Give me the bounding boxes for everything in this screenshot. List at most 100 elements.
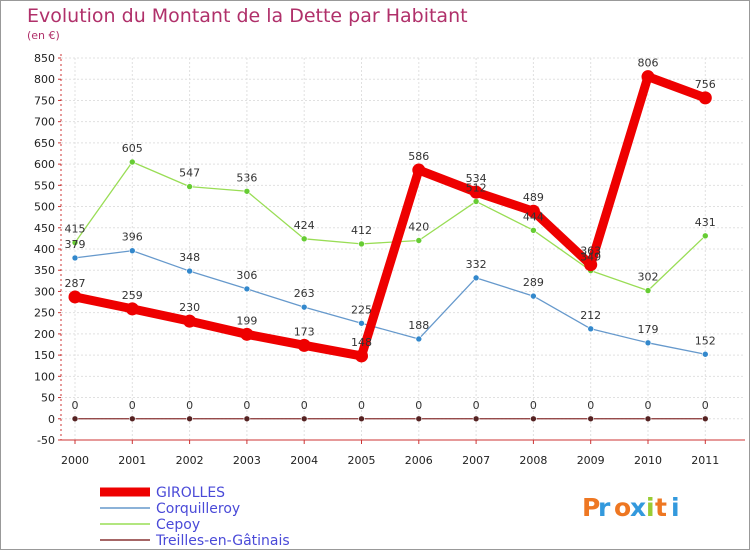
series-point: [71, 415, 79, 423]
x-tick-label: 2011: [691, 454, 719, 467]
series-point: [701, 232, 709, 240]
data-label: 148: [351, 336, 372, 349]
y-axis: -50 0 50 100 150 200 250 300 350 400 450 500 550 600 6…: [34, 52, 62, 447]
series-point: [183, 314, 197, 328]
logo-letter: x: [630, 493, 646, 522]
x-tick-label: 2005: [348, 454, 376, 467]
y-tick-label: 500: [34, 201, 55, 214]
series-point: [125, 302, 139, 316]
data-label: 424: [294, 219, 315, 232]
data-label: 806: [638, 57, 659, 70]
series-point: [71, 239, 79, 246]
y-tick-label: 400: [34, 243, 55, 256]
logo-letter: i: [646, 493, 655, 522]
y-tick-label: 350: [34, 264, 55, 277]
x-tick-label: 2000: [61, 454, 89, 467]
chart-subtitle: (en €): [27, 29, 60, 42]
series-point: [701, 350, 709, 358]
data-label: 212: [580, 309, 601, 322]
y-tick-label: 150: [34, 349, 55, 362]
data-label: 0: [530, 399, 537, 412]
series-point: [587, 415, 595, 423]
data-label: 379: [65, 238, 86, 251]
data-label: 0: [415, 399, 422, 412]
y-tick-label: 750: [34, 94, 55, 107]
series-point: [129, 158, 136, 166]
x-tick-label: 2003: [233, 454, 261, 467]
series-point: [240, 327, 254, 341]
data-label: 586: [408, 150, 429, 163]
series-point: [355, 349, 368, 363]
data-label: 349: [580, 251, 601, 264]
data-label: 431: [695, 216, 716, 229]
series-point: [530, 227, 537, 234]
x-tick-label: 2004: [290, 454, 318, 467]
series-point: [641, 70, 655, 84]
series-point: [698, 91, 712, 105]
legend-label: Corquilleroy: [156, 501, 240, 517]
series-point: [472, 415, 480, 423]
x-tick-label: 2002: [176, 454, 204, 467]
series-point: [243, 187, 251, 195]
series-line-cepoy: [74, 161, 706, 292]
x-tick-label: 2008: [519, 454, 547, 467]
series-point: [358, 240, 365, 248]
series-point: [526, 204, 540, 218]
legend: GIROLLESCorquilleroyCepoyTreilles-en-Gât…: [100, 485, 290, 549]
x-tick-label: 2009: [577, 454, 605, 467]
y-tick-label: 300: [34, 285, 55, 298]
data-label: 0: [473, 399, 480, 412]
x-tick-label: 2001: [118, 454, 146, 467]
series-point: [243, 415, 251, 423]
logo-letter: o: [614, 493, 631, 522]
y-tick-label: 250: [34, 307, 55, 320]
x-tick-label: 2006: [405, 454, 433, 467]
logo-letter: t: [655, 493, 667, 522]
data-label: 179: [638, 323, 659, 336]
x-tick-label: 2007: [462, 454, 490, 467]
series-point: [186, 183, 193, 190]
y-tick-label: 800: [34, 73, 55, 86]
data-label: 534: [466, 172, 487, 185]
data-label: 489: [523, 191, 544, 204]
series-point: [68, 290, 82, 304]
series-point: [530, 415, 537, 423]
data-label: 263: [294, 287, 315, 300]
series-point: [644, 339, 652, 347]
data-label: 152: [695, 334, 716, 347]
series-point: [186, 267, 193, 275]
x-tick-label: 2010: [634, 454, 662, 467]
series-point: [358, 415, 365, 423]
series-point: [415, 415, 423, 423]
data-label: 289: [523, 276, 544, 289]
series-point: [358, 319, 365, 327]
data-label: 0: [301, 399, 308, 412]
series-point: [644, 287, 652, 294]
y-tick-label: 550: [34, 179, 55, 192]
data-label: 444: [523, 210, 544, 223]
series-point: [644, 415, 652, 423]
data-label: 306: [236, 269, 257, 282]
y-tick-label: 450: [34, 222, 55, 235]
y-tick-label: 200: [34, 328, 55, 341]
logo-letter: i: [671, 493, 680, 522]
chart-title: Evolution du Montant de la Dette par Hab…: [27, 5, 468, 27]
grid-lines: [61, 57, 745, 441]
series-point: [129, 247, 136, 254]
series-point: [243, 285, 251, 293]
series-point: [472, 198, 480, 205]
data-label: 0: [186, 399, 193, 412]
data-label: 420: [408, 221, 429, 234]
data-label: 348: [179, 251, 200, 264]
data-label: 605: [122, 142, 143, 155]
y-tick-label: 50: [41, 392, 55, 405]
data-label: 0: [587, 399, 594, 412]
y-tick-label: 700: [34, 116, 55, 129]
series-point: [530, 292, 537, 300]
series-point: [584, 258, 598, 272]
series-point: [472, 274, 480, 282]
series-point: [300, 303, 308, 311]
data-label: 287: [65, 277, 86, 290]
legend-label: Cepoy: [156, 517, 200, 533]
